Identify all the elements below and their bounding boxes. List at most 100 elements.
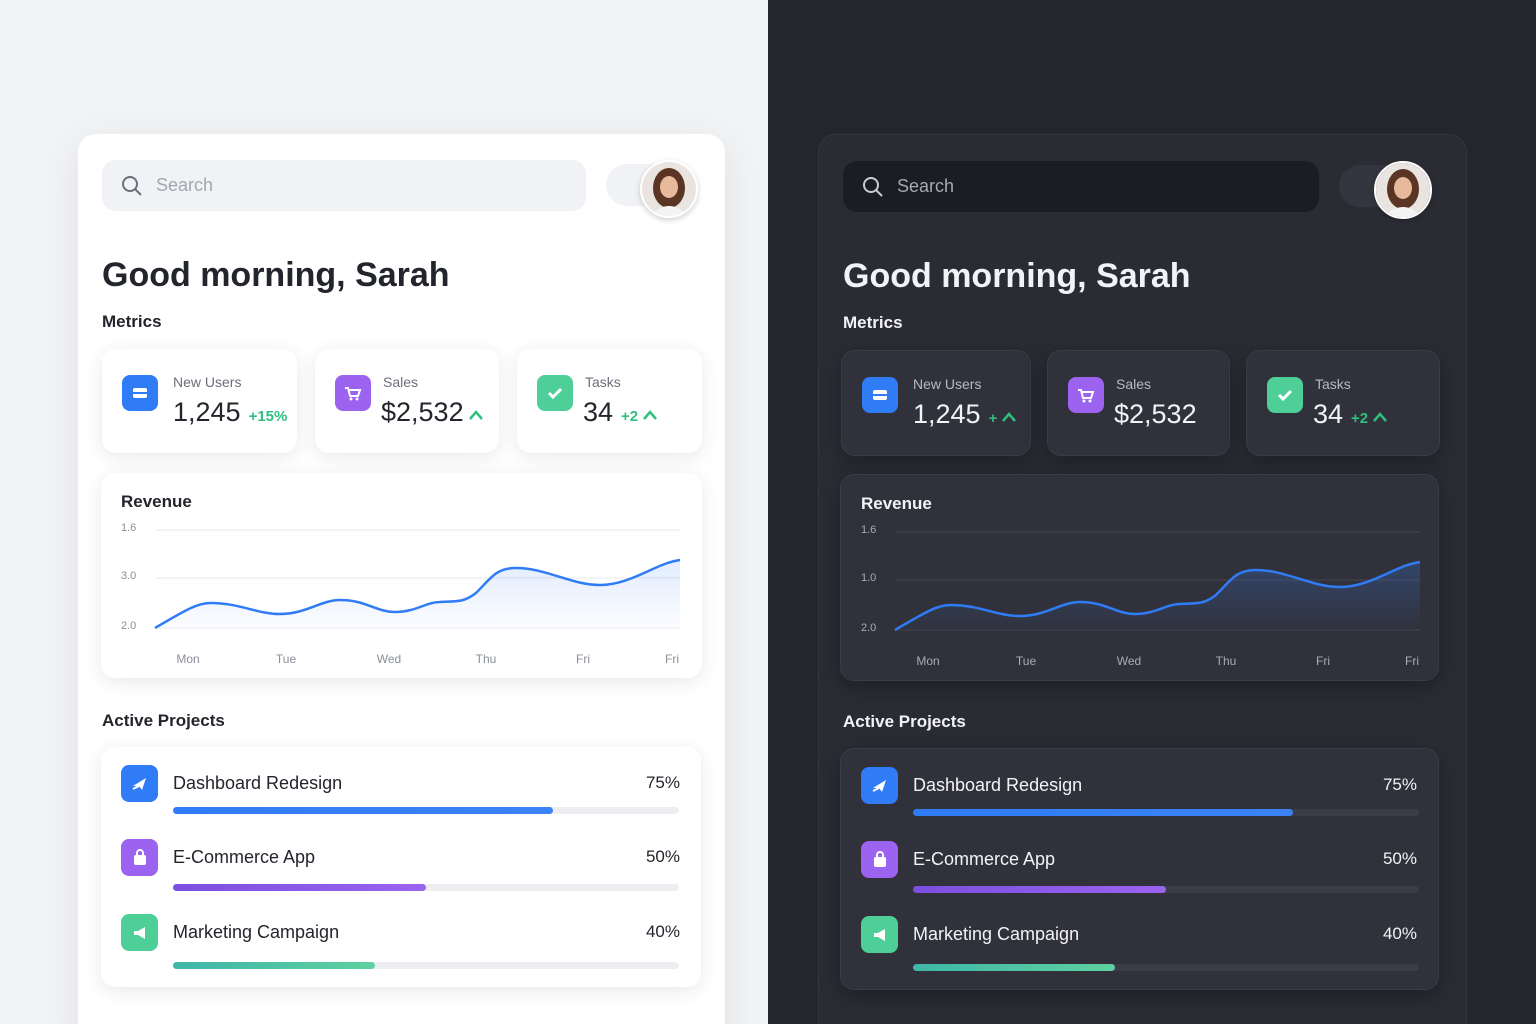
search-icon: [120, 174, 144, 203]
project-percent: 75%: [645, 773, 680, 792]
chart-title: Revenue: [121, 492, 192, 511]
progress-track: [913, 886, 1419, 893]
x-tick-label: Fri: [1316, 654, 1330, 668]
project-icon: [861, 916, 898, 953]
progress-fill: [913, 886, 1166, 893]
project-name: Marketing Campaign: [173, 922, 340, 942]
x-tick-label: Fri: [1405, 654, 1419, 668]
avatar[interactable]: [640, 160, 698, 218]
metric-icon: [537, 375, 573, 411]
projects-card: Dashboard Redesign 75% E-Commerce App 50% Ma…: [840, 748, 1439, 990]
metric-value-row: $2,532: [381, 397, 484, 428]
metric-value: 34: [583, 397, 614, 427]
project-name: Dashboard Redesign: [173, 773, 343, 793]
revenue-area: [155, 560, 680, 628]
metric-change: +15%: [248, 408, 288, 425]
search-bar[interactable]: Search: [102, 160, 586, 211]
y-tick-label: 2.0: [861, 622, 877, 634]
metric-value: 1,245: [173, 397, 241, 427]
avatar[interactable]: [1374, 161, 1432, 219]
metric-card: Tasks 34 +2: [517, 349, 702, 453]
project-name: E-Commerce App: [913, 849, 1056, 869]
x-tick-label: Thu: [1215, 654, 1237, 668]
trend-arrow: [1001, 410, 1017, 428]
progress-track: [913, 964, 1419, 971]
progress-track: [173, 962, 679, 969]
progress-fill: [173, 884, 426, 891]
x-tick-label: Wed: [1116, 654, 1142, 668]
metric-card: Sales $2,532: [315, 349, 499, 453]
progress-fill: [913, 964, 1116, 971]
x-tick-label: Thu: [475, 652, 497, 666]
progress-fill: [173, 807, 553, 814]
y-tick-label: 2.0: [121, 620, 137, 632]
metric-card: New Users 1,245 +15%: [102, 349, 297, 453]
y-tick-label: 3.0: [121, 570, 137, 582]
project-percent: 75%: [1382, 775, 1417, 794]
x-tick-label: Fri: [665, 652, 679, 666]
y-tick-label: 1.6: [861, 524, 877, 536]
metric-card: Tasks 34 +2: [1246, 350, 1440, 456]
project-icon: [121, 765, 158, 802]
progress-fill: [913, 809, 1293, 816]
section-title: Active Projects: [843, 712, 966, 731]
greeting: Good morning, Sarah: [102, 256, 450, 294]
y-tick-label: 1.0: [861, 572, 877, 584]
metric-value-row: $2,532: [1114, 399, 1197, 430]
project-name: E-Commerce App: [173, 847, 316, 867]
trend-arrow: [642, 408, 658, 426]
chart-title: Revenue: [861, 494, 932, 513]
metric-value: $2,532: [381, 397, 464, 427]
metric-label: Sales: [1116, 376, 1152, 392]
project-icon: [121, 914, 158, 951]
project-icon: [861, 767, 898, 804]
x-tick-label: Wed: [376, 652, 402, 666]
revenue-card: Revenue 1.6 1.0 2.0 Mon Tue Wed Thu Fri Fri: [840, 474, 1439, 681]
progress-track: [173, 884, 679, 891]
metric-icon: [335, 375, 371, 411]
revenue-chart: [894, 531, 1421, 632]
metric-value: 34: [1313, 399, 1344, 429]
project-name: Dashboard Redesign: [913, 775, 1083, 795]
x-tick-label: Fri: [576, 652, 590, 666]
project-icon: [121, 839, 158, 876]
section-title: Metrics: [843, 313, 903, 332]
project-percent: 40%: [1382, 924, 1417, 943]
metric-label: New Users: [173, 374, 242, 390]
progress-fill: [173, 962, 376, 969]
metric-card: Sales $2,532: [1047, 350, 1230, 456]
panel: Search Good morning, Sarah Metrics New User…: [818, 134, 1467, 1024]
search-placeholder: Search: [897, 176, 955, 196]
project-percent: 50%: [645, 847, 680, 866]
search-icon: [861, 175, 885, 204]
x-tick-label: Mon: [916, 654, 940, 668]
projects-card: Dashboard Redesign 75% E-Commerce App 50% Ma…: [101, 747, 701, 987]
search-bar[interactable]: Search: [843, 161, 1319, 212]
section-title: Metrics: [102, 312, 162, 331]
trend-arrow: [1372, 410, 1388, 428]
metric-label: Tasks: [585, 374, 621, 390]
metric-value-row: 34 +2: [583, 397, 658, 428]
revenue-line: [154, 558, 681, 630]
panel: Search Good morning, Sarah Metrics New User…: [78, 134, 725, 1024]
metric-label: Sales: [383, 374, 419, 390]
revenue-card: Revenue 1.6 3.0 2.0 Mon Tue Wed Thu Fri Fri: [101, 473, 702, 678]
revenue-chart: [154, 529, 681, 630]
metric-change: +2: [621, 408, 639, 425]
metric-card: New Users 1,245 +: [841, 350, 1031, 456]
metric-value-row: 1,245 +15%: [173, 397, 287, 428]
metric-value: $2,532: [1114, 399, 1197, 429]
metric-value: 1,245: [913, 399, 981, 429]
project-percent: 50%: [1382, 849, 1417, 868]
y-tick-label: 1.6: [121, 522, 137, 534]
project-icon: [861, 841, 898, 878]
x-tick-label: Tue: [275, 652, 297, 666]
revenue-area: [895, 562, 1420, 630]
metric-label: New Users: [913, 376, 982, 392]
metric-value-row: 1,245 +: [913, 399, 1017, 430]
metric-label: Tasks: [1315, 376, 1351, 392]
greeting: Good morning, Sarah: [843, 257, 1191, 295]
x-tick-label: Tue: [1015, 654, 1037, 668]
metric-value-row: 34 +2: [1313, 399, 1388, 430]
